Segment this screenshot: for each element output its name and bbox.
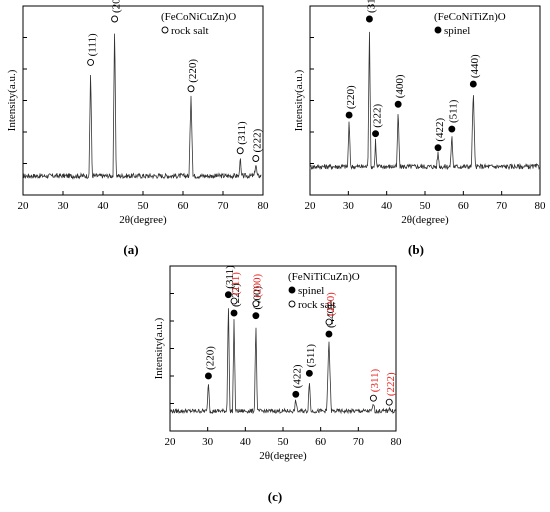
series-line [169,308,397,415]
peak-marker [372,130,379,138]
peak-marker [236,147,244,155]
x-tick-label: 80 [391,436,403,448]
panel-label: (c) [268,489,282,504]
peak-marker [187,85,195,93]
legend-title: (FeNiTiCuZn)O [288,271,360,283]
x-tick-label: 80 [535,200,547,212]
legend-marker [288,300,296,308]
legend-entry: spinel [298,285,324,297]
x-tick-label: 70 [496,200,508,212]
x-axis-label: 2θ(degree) [119,214,167,226]
x-tick-label: 70 [353,436,365,448]
x-tick-label: 40 [98,200,110,212]
x-tick-label: 20 [165,436,177,448]
x-tick-label: 50 [278,436,290,448]
peak-label: (511) [448,99,460,123]
peak-marker [394,100,402,108]
peak-label: (400) [394,74,406,98]
legend-marker [288,286,296,294]
peak-marker [345,111,353,119]
peak-marker [448,125,456,133]
peak-marker [385,398,393,406]
peak-label: (440) [469,54,481,78]
x-tick-label: 40 [381,200,393,212]
x-tick-label: 60 [458,200,470,212]
peak-label: (200) [252,274,264,298]
peak-label: (222) [252,128,264,152]
y-axis-label: Intensity(a.u.) [153,317,165,379]
legend-title: (FeCoNiTiZn)O [434,11,506,23]
series-line [309,31,541,171]
peak-label: (220) [345,85,357,109]
peak-label: (222) [385,372,397,396]
peak-label: (220) [325,292,337,316]
y-axis-label: Intensity(a.u.) [293,69,305,131]
peak-label: (111) [86,33,98,56]
legend-entry: rock salt [171,25,209,37]
peak-marker [325,330,333,338]
peak-label: (311) [236,121,248,145]
peak-marker [111,15,119,23]
peak-marker [230,309,238,317]
peak-label: (311) [224,265,236,289]
x-tick-label: 30 [343,200,355,212]
peak-marker [252,155,260,162]
legend-marker [434,26,442,34]
chart-panel-c: 20 30 40 50 60 70 80 2θ(degree) Intensity(a.u.) (… [153,265,402,504]
legend-entry: rock salt [298,299,336,311]
peak-label: (111) [230,272,242,295]
x-tick-label: 30 [58,200,70,212]
y-axis-label: Intensity(a.u.) [6,69,18,131]
x-tick-label: 60 [178,200,190,212]
legend-title: (FeCoNiCuZn)O [161,11,236,23]
peak-marker [252,300,260,308]
x-tick-label: 70 [218,200,230,212]
x-tick-label: 20 [305,200,317,212]
peak-label: (422) [292,364,304,388]
peak-marker [224,291,232,299]
series-line [22,33,262,180]
plot-frame [22,5,264,196]
peak-marker [204,372,212,380]
x-tick-label: 50 [420,200,432,212]
peak-label: (422) [434,117,446,141]
legend-entry: spinel [444,25,470,37]
panel-label: (b) [408,242,424,257]
x-tick-label: 30 [202,436,214,448]
chart-panel-a: 20 30 40 50 60 70 80 2θ(degree) Intensity(a.u.) (… [6,0,269,257]
x-axis-label: 2θ(degree) [401,214,449,226]
peak-label: (220) [204,346,216,370]
peak-marker [87,58,95,66]
peak-label: (222) [371,104,383,128]
x-tick-label: 40 [240,436,252,448]
peak-marker [469,80,477,88]
peak-marker [292,390,300,398]
peak-marker [252,312,260,320]
x-axis-label: 2θ(degree) [259,450,307,462]
peak-label: (311) [369,368,381,392]
peak-marker [365,15,373,23]
peak-label: (200) [110,0,122,13]
peak-marker [305,369,313,377]
peak-marker [434,144,442,152]
chart-panel-b: 20 30 40 50 60 70 80 2θ(degree) Intensity(a.u.) (… [293,0,546,257]
panel-label: (a) [123,242,138,257]
peak-marker [369,394,377,402]
x-tick-label: 80 [258,200,270,212]
x-tick-label: 20 [18,200,30,212]
x-tick-label: 60 [315,436,327,448]
x-tick-label: 50 [138,200,150,212]
peak-label: (220) [187,59,199,83]
peak-marker [230,297,238,305]
peak-marker [325,318,333,326]
legend-marker [161,26,169,34]
peak-label: (311) [365,0,377,13]
peak-label: (511) [305,344,317,368]
